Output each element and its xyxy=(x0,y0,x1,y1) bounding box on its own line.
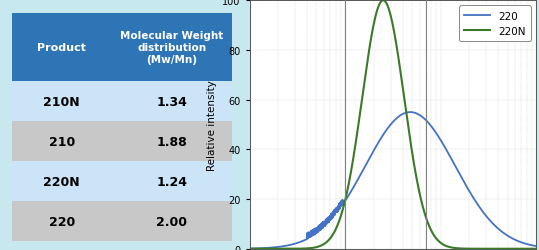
Y-axis label: Relative intensity: Relative intensity xyxy=(206,80,217,170)
Bar xyxy=(12,202,232,241)
220 xyxy=(282,244,289,247)
220N xyxy=(367,40,374,43)
Legend: 220, 220N: 220, 220N xyxy=(459,6,531,42)
Text: 210: 210 xyxy=(49,135,75,148)
Bar xyxy=(12,122,232,162)
220N xyxy=(246,247,253,250)
220N xyxy=(282,247,289,250)
Text: 210N: 210N xyxy=(44,96,80,108)
Text: 220: 220 xyxy=(49,215,75,228)
Text: 1.24: 1.24 xyxy=(156,175,187,188)
220 xyxy=(407,111,413,114)
220 xyxy=(522,242,528,245)
220 xyxy=(246,247,253,250)
Text: 220N: 220N xyxy=(44,175,80,188)
Text: Molecular Weight
distribution
(Mw/Mn): Molecular Weight distribution (Mw/Mn) xyxy=(120,30,223,65)
Bar xyxy=(12,14,232,82)
220 xyxy=(367,155,374,158)
220N xyxy=(522,247,528,250)
Bar xyxy=(12,162,232,202)
Text: 1.34: 1.34 xyxy=(156,96,187,108)
220 xyxy=(301,239,307,242)
Bar xyxy=(12,82,232,122)
Text: 2.00: 2.00 xyxy=(156,215,187,228)
Text: 1.88: 1.88 xyxy=(156,135,187,148)
220N xyxy=(381,0,388,3)
220N xyxy=(380,0,386,3)
Line: 220: 220 xyxy=(250,113,539,248)
Line: 220N: 220N xyxy=(250,1,539,249)
Text: Product: Product xyxy=(37,43,86,53)
220 xyxy=(381,132,388,135)
220N xyxy=(301,247,307,250)
